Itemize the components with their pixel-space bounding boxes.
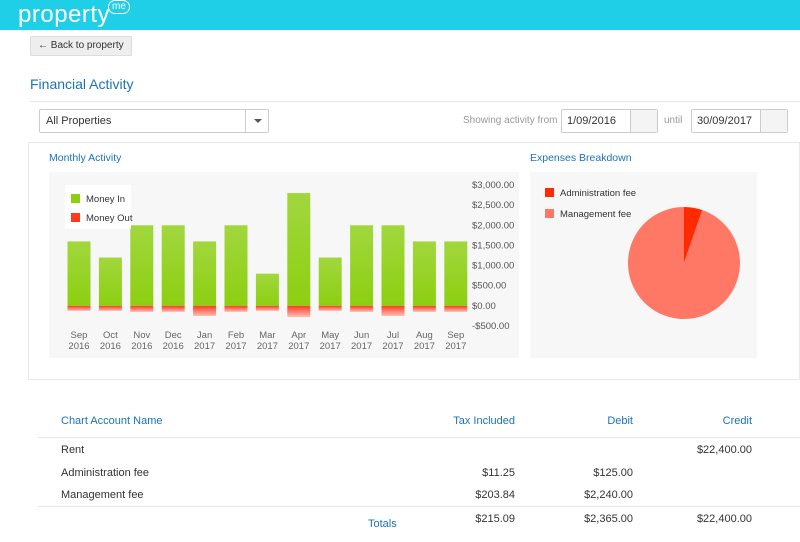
logo-badge: me [108, 0, 130, 14]
y-tick-label: $2,500.00 [472, 200, 514, 211]
y-tick-label: $3,000.00 [472, 180, 514, 191]
bar [193, 305, 217, 316]
bar [67, 241, 91, 306]
y-tick-label: $2,000.00 [472, 220, 514, 231]
date-value: 30/09/2017 [697, 115, 753, 127]
bar [161, 305, 185, 312]
x-tick-label: Jun 2017 [351, 330, 373, 352]
x-tick-label: Aug 2017 [413, 330, 435, 352]
table-cell: Management fee [61, 489, 144, 501]
bar [130, 225, 154, 306]
bar [412, 241, 436, 306]
bar [98, 305, 122, 311]
pie-slice [628, 207, 740, 319]
x-tick-label: Sep 2016 [68, 330, 90, 352]
bar [412, 305, 436, 312]
y-tick-label: $500.00 [472, 281, 506, 292]
totals-cell: $215.09 [475, 513, 515, 525]
y-tick-label: $0.00 [472, 301, 496, 312]
legend-swatch [71, 213, 80, 222]
column-header: Tax Included [453, 415, 515, 427]
divider [30, 101, 800, 102]
date-value: 1/09/2016 [567, 115, 616, 127]
bar [224, 225, 248, 306]
bar-chart: $3,000.00 $2,500.00 $2,000.00 $1,500.00 $1,0… [49, 172, 519, 358]
x-tick-label: Sep 2017 [445, 330, 467, 352]
y-tick-label: $1,500.00 [472, 240, 514, 251]
bar [318, 257, 342, 306]
until-label: until [664, 115, 683, 126]
from-date[interactable]: 1/09/2016 [561, 109, 658, 133]
x-tick-label: Jul 2017 [382, 330, 404, 352]
totals-label: Totals [368, 518, 397, 530]
until-date[interactable]: 30/09/2017 [691, 109, 788, 133]
divider [38, 506, 800, 507]
table-cell: $11.25 [482, 466, 515, 479]
property-select[interactable]: All Properties [39, 109, 269, 133]
table-cell: $125.00 [593, 466, 633, 479]
calendar-icon[interactable] [760, 110, 787, 132]
legend-label: Money In [86, 194, 125, 205]
bar [98, 257, 122, 306]
from-label: Showing activity from [463, 115, 558, 126]
bar [255, 305, 279, 311]
bar [224, 305, 248, 312]
calendar-icon[interactable] [630, 110, 657, 132]
bar [381, 225, 405, 306]
x-tick-label: Nov 2016 [131, 330, 153, 352]
x-tick-label: Jan 2017 [194, 330, 216, 352]
bar [444, 305, 468, 312]
x-tick-label: Apr 2017 [288, 330, 310, 352]
table-cell: Administration fee [61, 466, 150, 479]
bar [255, 273, 279, 306]
back-button[interactable]: ← Back to property [30, 36, 132, 56]
x-tick-label: Dec 2016 [162, 330, 184, 352]
pie-slice [684, 207, 703, 263]
x-tick-label: Oct 2016 [99, 330, 121, 352]
y-tick-label: -$500.00 [472, 321, 510, 332]
bar [161, 225, 185, 306]
table-cell: $22,400.00 [696, 444, 752, 456]
bar [287, 193, 311, 306]
page-title: Financial Activity [30, 76, 134, 92]
table-cell: $2,240.00 [584, 489, 633, 501]
dropdown-arrow[interactable] [245, 110, 268, 132]
column-header: Chart Account Name [61, 415, 163, 427]
chart-title: Monthly Activity [49, 152, 122, 164]
logo[interactable]: property [18, 1, 111, 28]
legend-swatch [545, 209, 554, 218]
totals-cell: $2,365.00 [584, 513, 633, 525]
divider [38, 437, 800, 438]
bar [67, 305, 91, 311]
y-tick-label: $1,000.00 [472, 261, 514, 272]
x-tick-label: Feb 2017 [225, 330, 247, 352]
legend-label: Administration fee [560, 188, 636, 199]
x-tick-label: Mar 2017 [256, 330, 278, 352]
table-cell: $203.84 [475, 489, 515, 501]
totals-cell: $22,400.00 [696, 513, 752, 525]
legend-swatch [545, 188, 554, 197]
bar [193, 241, 217, 306]
legend-label: Management fee [560, 209, 631, 220]
x-tick-label: May 2017 [319, 330, 341, 352]
bar [444, 241, 468, 306]
legend-label: Money Out [86, 213, 133, 224]
bar [130, 305, 154, 312]
bar [350, 225, 374, 306]
legend-swatch [71, 194, 80, 203]
top-bar [0, 0, 800, 30]
chart-title: Expenses Breakdown [530, 152, 632, 164]
column-header: Credit [722, 415, 752, 427]
bar [318, 305, 342, 311]
bar [381, 305, 405, 316]
pie-chart: Administration fee Management fee [530, 172, 757, 358]
select-value: All Properties [46, 115, 112, 127]
column-header: Debit [607, 415, 633, 427]
table-cell: Rent [61, 444, 85, 456]
bar [287, 305, 311, 317]
bar [350, 305, 374, 312]
